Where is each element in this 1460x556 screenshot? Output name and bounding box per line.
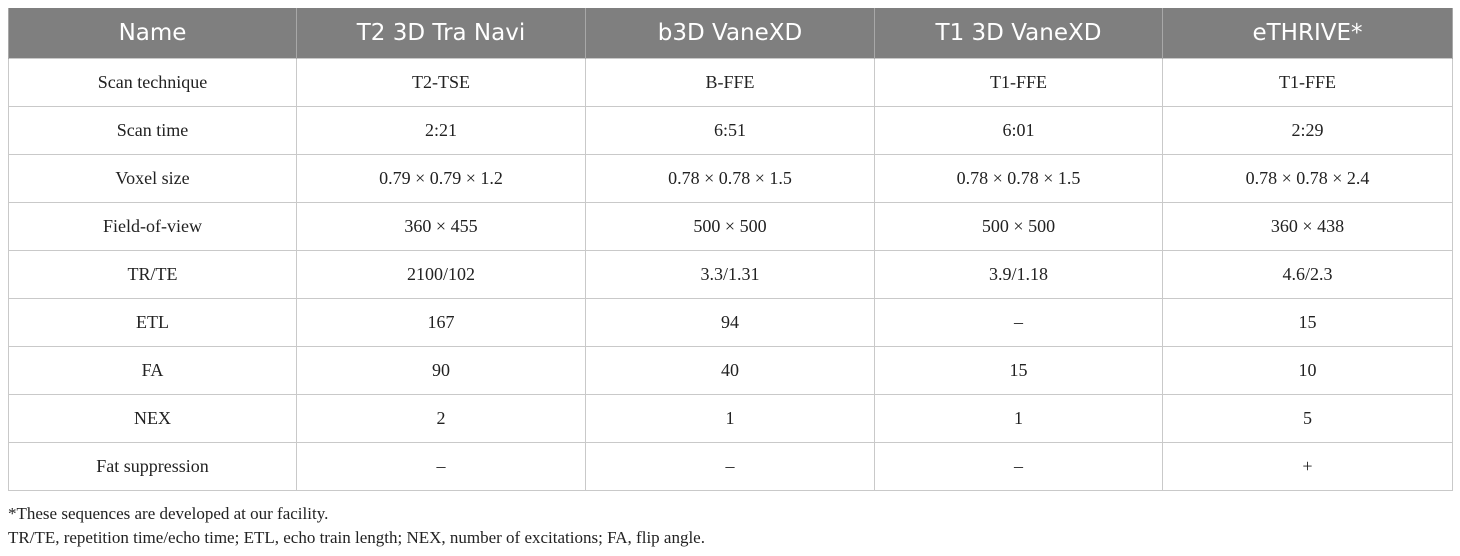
table-cell: 360 × 438 bbox=[1162, 202, 1453, 251]
footnote-abbreviations: TR/TE, repetition time/echo time; ETL, e… bbox=[8, 528, 705, 547]
table-cell: 90 bbox=[296, 346, 586, 395]
row-label: ETL bbox=[8, 298, 297, 347]
table-cell: 5 bbox=[1162, 394, 1453, 443]
table-cell: 500 × 500 bbox=[585, 202, 875, 251]
table-row-nex: NEX 2 1 1 5 bbox=[8, 394, 1453, 443]
table-cell: 360 × 455 bbox=[296, 202, 586, 251]
header-ethrive: eTHRIVE* bbox=[1162, 8, 1453, 59]
header-t1-3d-vanexd: T1 3D VaneXD bbox=[874, 8, 1163, 59]
table-cell: T1-FFE bbox=[1162, 58, 1453, 107]
header-name: Name bbox=[8, 8, 297, 59]
table-cell: B-FFE bbox=[585, 58, 875, 107]
table-cell: 2:21 bbox=[296, 106, 586, 155]
table-row-fat-suppression: Fat suppression – – – + bbox=[8, 442, 1453, 491]
table-cell: – bbox=[296, 442, 586, 491]
table-row-fa: FA 90 40 15 10 bbox=[8, 346, 1453, 395]
row-label: Field-of-view bbox=[8, 202, 297, 251]
table-cell: 0.78 × 0.78 × 1.5 bbox=[874, 154, 1163, 203]
table-footnotes: *These sequences are developed at our fa… bbox=[8, 502, 705, 550]
header-b3d-vanexd: b3D VaneXD bbox=[585, 8, 875, 59]
row-label: Voxel size bbox=[8, 154, 297, 203]
table-cell: 1 bbox=[874, 394, 1163, 443]
table-cell: – bbox=[874, 298, 1163, 347]
table-cell: T2-TSE bbox=[296, 58, 586, 107]
table-cell: 10 bbox=[1162, 346, 1453, 395]
table-cell: 0.78 × 0.78 × 2.4 bbox=[1162, 154, 1453, 203]
table-cell: 0.79 × 0.79 × 1.2 bbox=[296, 154, 586, 203]
table-cell: 3.3/1.31 bbox=[585, 250, 875, 299]
table-cell: – bbox=[585, 442, 875, 491]
table-cell: 15 bbox=[874, 346, 1163, 395]
table-row-field-of-view: Field-of-view 360 × 455 500 × 500 500 × … bbox=[8, 202, 1453, 251]
row-label: Scan time bbox=[8, 106, 297, 155]
table-row-tr-te: TR/TE 2100/102 3.3/1.31 3.9/1.18 4.6/2.3 bbox=[8, 250, 1453, 299]
table-row-etl: ETL 167 94 – 15 bbox=[8, 298, 1453, 347]
table-row-scan-time: Scan time 2:21 6:51 6:01 2:29 bbox=[8, 106, 1453, 155]
row-label: TR/TE bbox=[8, 250, 297, 299]
table-cell: 2:29 bbox=[1162, 106, 1453, 155]
table-cell: 0.78 × 0.78 × 1.5 bbox=[585, 154, 875, 203]
table-cell: T1-FFE bbox=[874, 58, 1163, 107]
footnote-asterisk: *These sequences are developed at our fa… bbox=[8, 504, 329, 523]
table-cell: – bbox=[874, 442, 1163, 491]
row-label: NEX bbox=[8, 394, 297, 443]
table-cell: 15 bbox=[1162, 298, 1453, 347]
table-cell: 3.9/1.18 bbox=[874, 250, 1163, 299]
row-label: Fat suppression bbox=[8, 442, 297, 491]
table-cell: 167 bbox=[296, 298, 586, 347]
table-cell: 2100/102 bbox=[296, 250, 586, 299]
table-cell: + bbox=[1162, 442, 1453, 491]
sequence-parameters-table: Name T2 3D Tra Navi b3D VaneXD T1 3D Van… bbox=[8, 8, 1453, 491]
table-cell: 500 × 500 bbox=[874, 202, 1163, 251]
sequence-parameters-table-container: Name T2 3D Tra Navi b3D VaneXD T1 3D Van… bbox=[8, 8, 1453, 491]
table-header-row: Name T2 3D Tra Navi b3D VaneXD T1 3D Van… bbox=[8, 8, 1453, 59]
table-cell: 6:51 bbox=[585, 106, 875, 155]
table-row-scan-technique: Scan technique T2-TSE B-FFE T1-FFE T1-FF… bbox=[8, 58, 1453, 107]
table-cell: 1 bbox=[585, 394, 875, 443]
table-cell: 2 bbox=[296, 394, 586, 443]
row-label: Scan technique bbox=[8, 58, 297, 107]
table-cell: 6:01 bbox=[874, 106, 1163, 155]
row-label: FA bbox=[8, 346, 297, 395]
header-t2-3d-tra-navi: T2 3D Tra Navi bbox=[296, 8, 586, 59]
table-cell: 4.6/2.3 bbox=[1162, 250, 1453, 299]
table-cell: 94 bbox=[585, 298, 875, 347]
table-cell: 40 bbox=[585, 346, 875, 395]
table-row-voxel-size: Voxel size 0.79 × 0.79 × 1.2 0.78 × 0.78… bbox=[8, 154, 1453, 203]
